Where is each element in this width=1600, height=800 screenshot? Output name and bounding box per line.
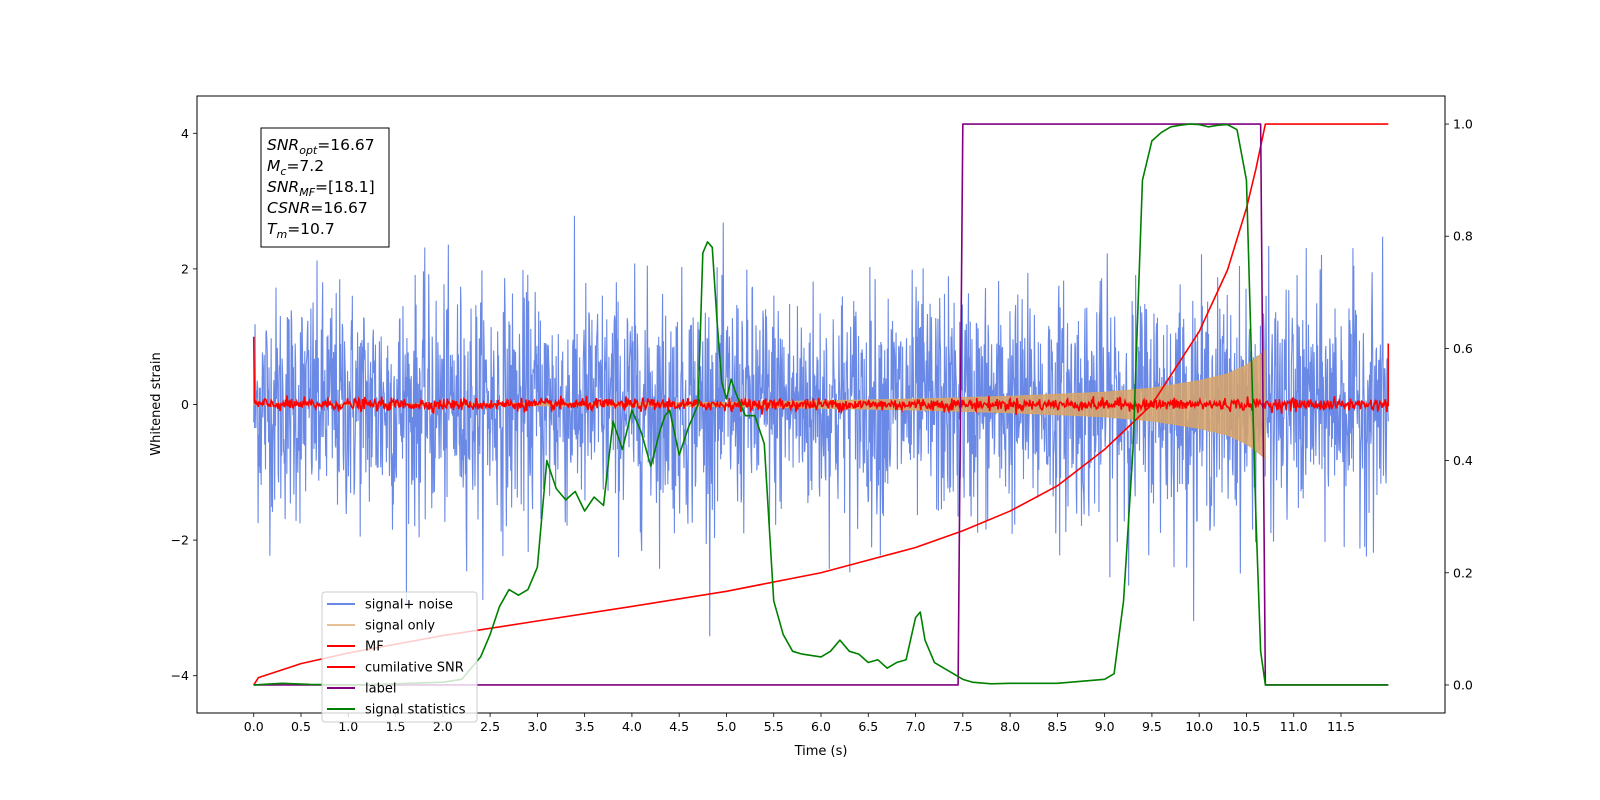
y2-tick-label: 0.8 (1453, 229, 1473, 244)
x-tick-label: 9.0 (1095, 719, 1115, 734)
y-tick-label: −4 (171, 668, 189, 683)
annotation-symbol: M (267, 157, 280, 175)
x-tick-label: 6.0 (811, 719, 831, 734)
x-tick-label: 0.5 (291, 719, 311, 734)
annotation-symbol: SNR (267, 178, 299, 196)
x-tick-label: 10.5 (1233, 719, 1261, 734)
x-axis-label: Time (s) (794, 744, 848, 759)
legend: signal+ noise signal only MF cumilative SNR… (321, 591, 478, 723)
x-tick-label: 8.5 (1047, 719, 1067, 734)
annotation-line: SNRMF=[18.1] (267, 178, 375, 199)
x-tick-label: 4.5 (669, 719, 689, 734)
legend-label: label (365, 682, 396, 697)
legend-frame (321, 591, 478, 723)
annotation-value: =16.67 (310, 199, 367, 217)
stats-annotation: SNRopt=16.67Mc=7.2SNRMF=[18.1]CSNR=16.67… (260, 127, 390, 248)
legend-label: signal only (365, 619, 435, 634)
annotation-subscript: m (276, 228, 287, 241)
x-tick-label: 3.5 (575, 719, 595, 734)
annotation-frame (260, 127, 390, 248)
y2-tick-label: 0.0 (1453, 677, 1473, 692)
x-tick-label: 0.0 (244, 719, 264, 734)
x-tick-label: 3.0 (527, 719, 547, 734)
y-tick-label: −2 (171, 533, 189, 548)
annotation-line: Mc=7.2 (267, 157, 324, 178)
annotation-symbol: CSNR (267, 199, 310, 217)
x-tick-label: 9.5 (1142, 719, 1162, 734)
annotation-subscript: MF (299, 186, 315, 199)
legend-label: signal statistics (365, 703, 466, 718)
series-signal-statistics (253, 123, 1389, 686)
annotation-value: =[18.1] (315, 178, 375, 196)
x-tick-label: 11.5 (1327, 719, 1355, 734)
x-tick-label: 1.5 (386, 719, 406, 734)
y-tick-label: 2 (181, 261, 189, 276)
x-tick-label: 4.0 (622, 719, 642, 734)
legend-label: signal+ noise (365, 598, 453, 613)
x-tick-label: 7.5 (953, 719, 973, 734)
x-tick-label: 2.0 (433, 719, 453, 734)
y-axis-label: Whitened strain (149, 352, 164, 455)
x-axis: 0.0 0.5 1.0 1.5 2.0 2.5 3.0 3.5 4.0 4.5 5.0 5.5 6.0 6… (244, 713, 1355, 734)
annotation-subscript: c (280, 165, 286, 178)
annotation-value: =16.67 (317, 136, 374, 154)
legend-label: MF (365, 640, 384, 655)
y-axis-left: −4 −2 0 2 4 (171, 126, 197, 683)
x-tick-label: 11.0 (1280, 719, 1308, 734)
y-tick-label: 0 (181, 397, 189, 412)
y2-tick-label: 0.6 (1453, 341, 1473, 356)
y2-tick-label: 0.4 (1453, 453, 1473, 468)
x-tick-label: 10.0 (1185, 719, 1213, 734)
annotation-value: =7.2 (286, 157, 324, 175)
annotation-symbol: SNR (267, 136, 299, 154)
annotation-subscript: opt (299, 144, 318, 157)
y2-tick-label: 1.0 (1453, 117, 1473, 132)
annotation-line: Tm=10.7 (267, 220, 335, 241)
x-tick-label: 8.0 (1000, 719, 1020, 734)
series-mf (252, 336, 1390, 415)
x-tick-label: 7.0 (906, 719, 926, 734)
annotation-value: =10.7 (287, 220, 335, 238)
y2-tick-label: 0.2 (1453, 565, 1473, 580)
x-tick-label: 5.0 (717, 719, 737, 734)
x-tick-label: 2.5 (480, 719, 500, 734)
x-tick-label: 1.0 (338, 719, 358, 734)
annotation-line: SNRopt=16.67 (267, 136, 375, 157)
legend-label: cumilative SNR (365, 661, 464, 676)
y-tick-label: 4 (181, 126, 189, 141)
y-axis-right: 0.0 0.2 0.4 0.6 0.8 1.0 (1445, 117, 1473, 692)
x-tick-label: 6.5 (858, 719, 878, 734)
plot-area (252, 123, 1390, 686)
x-tick-label: 5.5 (764, 719, 784, 734)
annotation-line: CSNR=16.67 (267, 199, 368, 217)
annotation-symbol: T (267, 220, 278, 238)
